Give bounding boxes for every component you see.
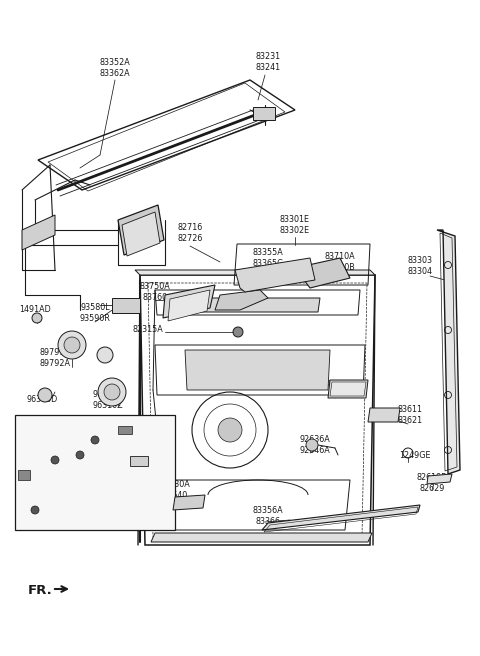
Circle shape [76, 451, 84, 459]
Polygon shape [118, 205, 164, 255]
Text: 1249GE: 1249GE [399, 451, 431, 459]
Polygon shape [185, 350, 330, 390]
Polygon shape [18, 470, 30, 480]
Circle shape [97, 347, 113, 363]
Circle shape [233, 327, 243, 337]
Circle shape [51, 456, 59, 464]
Text: 82610
82620: 82610 82620 [327, 380, 353, 400]
Polygon shape [427, 474, 452, 484]
Polygon shape [437, 230, 460, 474]
Text: 83231
83241: 83231 83241 [255, 52, 281, 72]
Polygon shape [118, 426, 132, 434]
Polygon shape [15, 415, 175, 530]
Circle shape [104, 384, 120, 400]
Text: 92630A
92640: 92630A 92640 [160, 480, 191, 501]
Circle shape [31, 506, 39, 514]
Text: 82315A: 82315A [132, 325, 163, 335]
Circle shape [98, 378, 126, 406]
Polygon shape [368, 408, 400, 422]
Text: 83750A
83760: 83750A 83760 [140, 282, 170, 302]
Text: 83611
83621: 83611 83621 [397, 405, 422, 425]
Text: 1491AD: 1491AD [19, 306, 51, 314]
Polygon shape [168, 290, 210, 321]
Polygon shape [130, 456, 148, 466]
Text: 96363D: 96363D [26, 396, 58, 405]
Polygon shape [122, 212, 160, 256]
Polygon shape [22, 215, 55, 250]
Text: 93580L
93590R: 93580L 93590R [80, 303, 110, 323]
Circle shape [38, 388, 52, 402]
Circle shape [91, 436, 99, 444]
Circle shape [58, 331, 86, 359]
Polygon shape [135, 270, 375, 275]
Text: 83356A
83366: 83356A 83366 [252, 506, 283, 526]
Text: 83301E
83302E: 83301E 83302E [280, 215, 310, 236]
Circle shape [32, 313, 42, 323]
Text: 96310K
96310Z: 96310K 96310Z [93, 390, 123, 410]
Polygon shape [253, 107, 275, 120]
Text: 83352A
83362A: 83352A 83362A [100, 58, 131, 78]
Text: 26181D
26181P: 26181D 26181P [64, 480, 96, 501]
Text: 89791A
89792A: 89791A 89792A [39, 348, 71, 368]
Circle shape [306, 439, 318, 451]
Polygon shape [295, 258, 350, 288]
Polygon shape [330, 382, 366, 396]
Polygon shape [151, 533, 372, 542]
Text: 82716
82726: 82716 82726 [177, 223, 203, 243]
Polygon shape [163, 285, 215, 318]
Polygon shape [112, 298, 140, 313]
Text: 92636A
92646A: 92636A 92646A [300, 435, 330, 455]
Text: 82315D: 82315D [102, 461, 134, 470]
Text: 83710A
83720B: 83710A 83720B [324, 252, 355, 272]
Polygon shape [198, 298, 320, 312]
Polygon shape [262, 505, 420, 530]
Text: FR.: FR. [28, 583, 53, 596]
Polygon shape [215, 290, 268, 310]
Circle shape [218, 418, 242, 442]
Text: 83355A
83365C: 83355A 83365C [252, 248, 283, 268]
Polygon shape [328, 380, 368, 398]
Polygon shape [235, 258, 315, 292]
Circle shape [64, 337, 80, 353]
Text: 83303
83304: 83303 83304 [408, 256, 432, 276]
Text: 82619B
82629: 82619B 82629 [417, 473, 447, 493]
Polygon shape [173, 495, 205, 510]
